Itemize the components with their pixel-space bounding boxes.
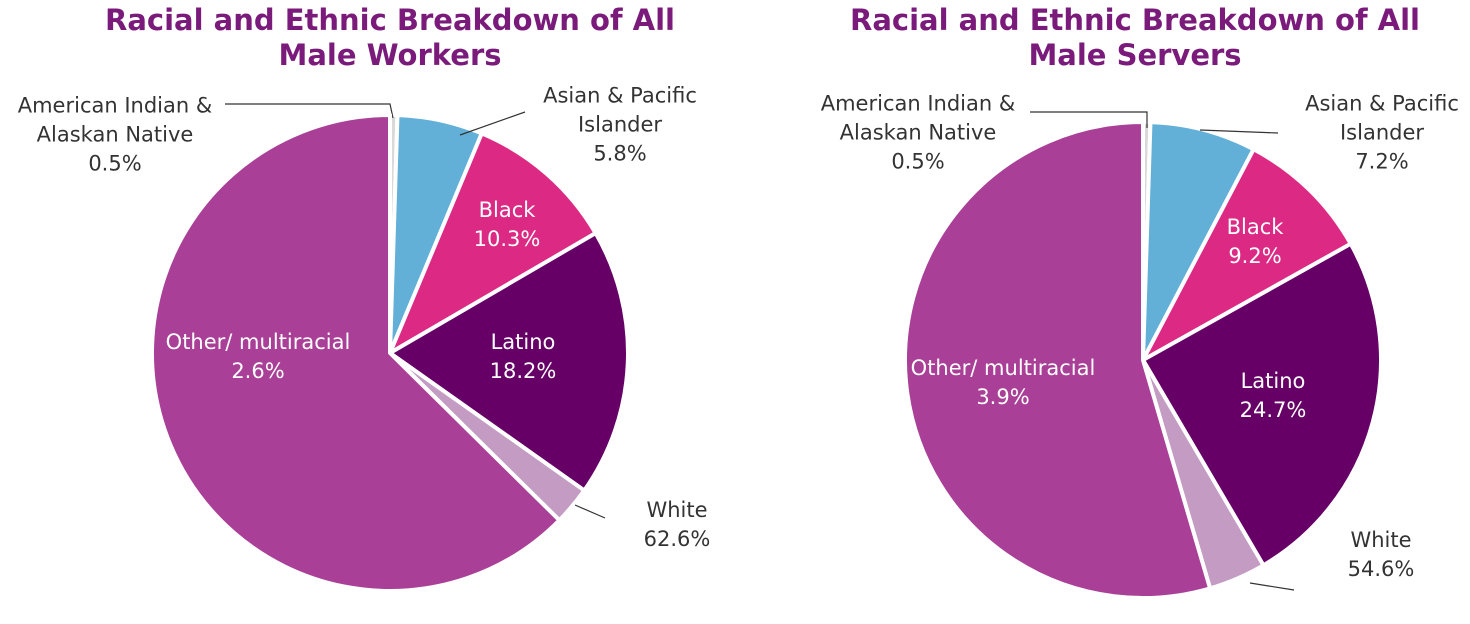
slice-category: Asian & Pacific Islander	[1305, 91, 1459, 145]
slice-category: American Indian & Alaskan Native	[17, 93, 213, 147]
slice-category: Asian & Pacific Islander	[543, 83, 697, 137]
slice-label: American Indian & Alaskan Native 0.5%	[0, 92, 230, 179]
slice-value: 0.5%	[891, 149, 945, 174]
pie-slice	[903, 120, 1213, 600]
slice-value: 5.8%	[593, 141, 647, 166]
slice-value: 24.7%	[1239, 398, 1307, 422]
slice-value: 54.6%	[1347, 557, 1415, 581]
chart-title: Racial and Ethnic Breakdown of All Male …	[104, 3, 675, 72]
slice-label: American Indian & Alaskan Native 0.5%	[803, 90, 1033, 177]
slice-label: Latino 18.2%	[490, 328, 557, 386]
slice-value: 9.2%	[1228, 244, 1282, 268]
slice-category: White	[1350, 528, 1412, 552]
slice-label: Asian & Pacific Islander 5.8%	[525, 82, 715, 169]
pie-slice	[150, 113, 562, 593]
slice-label: White 62.6%	[644, 496, 711, 554]
slice-label: Latino 24.7%	[1240, 367, 1307, 425]
slice-label: Asian & Pacific Islander 7.2%	[1287, 90, 1470, 177]
slice-value: 62.6%	[643, 527, 711, 551]
slice-label: Black 10.3%	[474, 196, 541, 254]
slice-value: 3.9%	[976, 385, 1030, 409]
slice-label: White 54.6%	[1348, 526, 1415, 584]
leader-line	[1199, 129, 1279, 134]
slice-category: Other/ multiracial	[165, 330, 351, 354]
slice-category: White	[646, 498, 708, 522]
pie-slice	[1141, 241, 1383, 568]
slice-value: 7.2%	[1355, 149, 1409, 174]
slice-value: 18.2%	[489, 359, 557, 383]
leader-line	[225, 103, 394, 119]
leader-line	[1249, 582, 1295, 591]
slice-label: Black 9.2%	[1227, 213, 1284, 271]
leader-line	[1030, 111, 1148, 128]
slice-category: Latino	[1240, 369, 1306, 393]
slice-label: Other/ multiracial 3.9%	[908, 354, 1098, 412]
slice-category: Latino	[490, 330, 556, 354]
slice-category: Black	[1226, 215, 1284, 239]
leader-line	[459, 111, 526, 136]
slice-category: Black	[478, 198, 536, 222]
pie-slice	[388, 231, 630, 493]
slice-label: Other/ multiracial 2.6%	[163, 328, 353, 386]
leader-line	[574, 504, 606, 519]
chart-title: Racial and Ethnic Breakdown of All Male …	[849, 3, 1420, 72]
slice-value: 10.3%	[473, 227, 541, 251]
slice-category: Other/ multiracial	[910, 356, 1096, 380]
slice-category: American Indian & Alaskan Native	[820, 91, 1016, 145]
slice-value: 2.6%	[231, 359, 285, 383]
pie-slice	[1141, 147, 1353, 362]
slice-value: 0.5%	[88, 151, 142, 176]
pie-slice	[388, 131, 598, 355]
